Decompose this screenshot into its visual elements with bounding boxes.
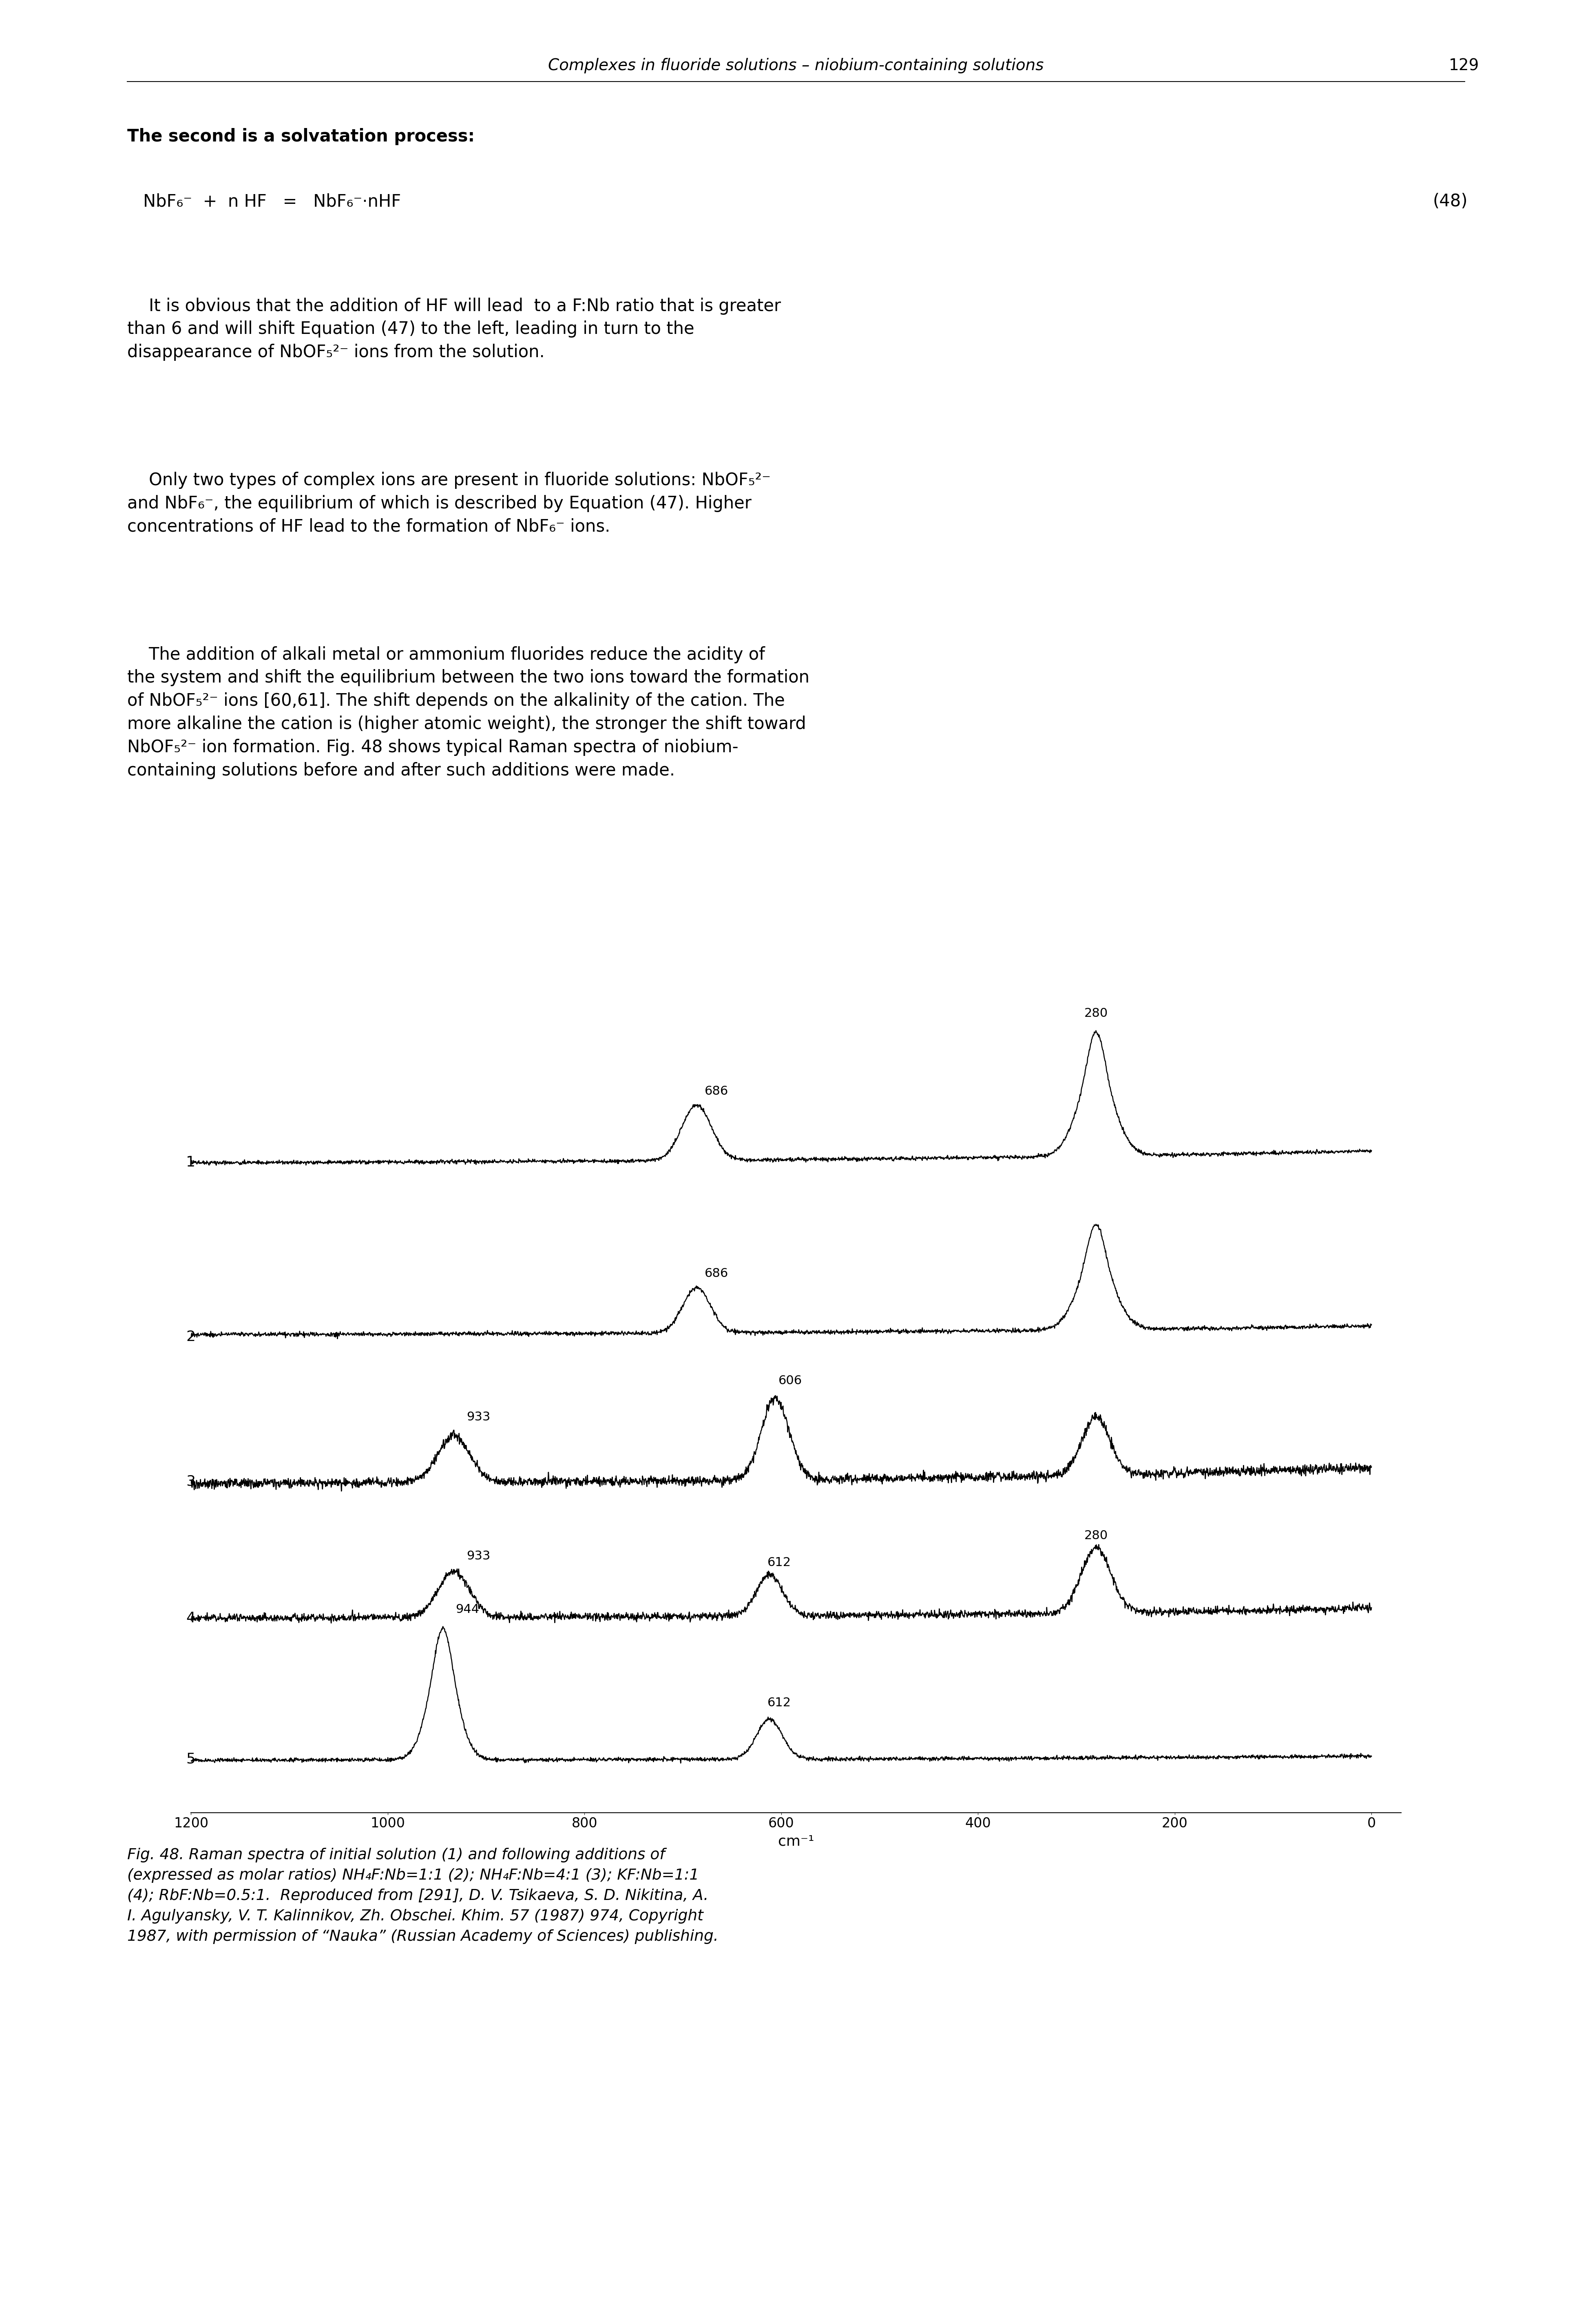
Text: 944: 944: [455, 1604, 479, 1615]
Text: 612: 612: [767, 1697, 791, 1708]
Text: 686: 686: [704, 1267, 728, 1278]
Text: 280: 280: [1084, 1529, 1108, 1541]
Text: 606: 606: [778, 1376, 802, 1387]
Text: 1: 1: [186, 1155, 196, 1169]
Text: 933: 933: [466, 1550, 490, 1562]
Text: NbF₆⁻  +  n HF   =   NbF₆⁻·nHF: NbF₆⁻ + n HF = NbF₆⁻·nHF: [143, 193, 401, 209]
Text: (48): (48): [1433, 193, 1468, 209]
X-axis label: cm⁻¹: cm⁻¹: [778, 1834, 814, 1848]
Text: Only two types of complex ions are present in fluoride solutions: NbOF₅²⁻
and Nb: Only two types of complex ions are prese…: [127, 472, 771, 535]
Text: 129: 129: [1449, 58, 1479, 74]
Text: The addition of alkali metal or ammonium fluorides reduce the acidity of
the sys: The addition of alkali metal or ammonium…: [127, 646, 810, 779]
Text: 612: 612: [767, 1557, 791, 1569]
Text: Complexes in fluoride solutions – niobium-containing solutions: Complexes in fluoride solutions – niobiu…: [548, 58, 1044, 74]
Text: 4: 4: [186, 1611, 196, 1624]
Text: 280: 280: [1084, 1009, 1108, 1020]
Text: 2: 2: [186, 1329, 196, 1343]
Text: It is obvious that the addition of HF will lead  to a F:Nb ratio that is greater: It is obvious that the addition of HF wi…: [127, 297, 782, 360]
Text: 686: 686: [704, 1085, 728, 1097]
Text: 3: 3: [186, 1476, 196, 1490]
Text: 933: 933: [466, 1411, 490, 1422]
Text: 5: 5: [186, 1752, 196, 1766]
Text: The second is a solvatation process:: The second is a solvatation process:: [127, 128, 474, 144]
Text: Fig. 48. Raman spectra of initial solution (1) and following additions of
(expre: Fig. 48. Raman spectra of initial soluti…: [127, 1848, 718, 1943]
